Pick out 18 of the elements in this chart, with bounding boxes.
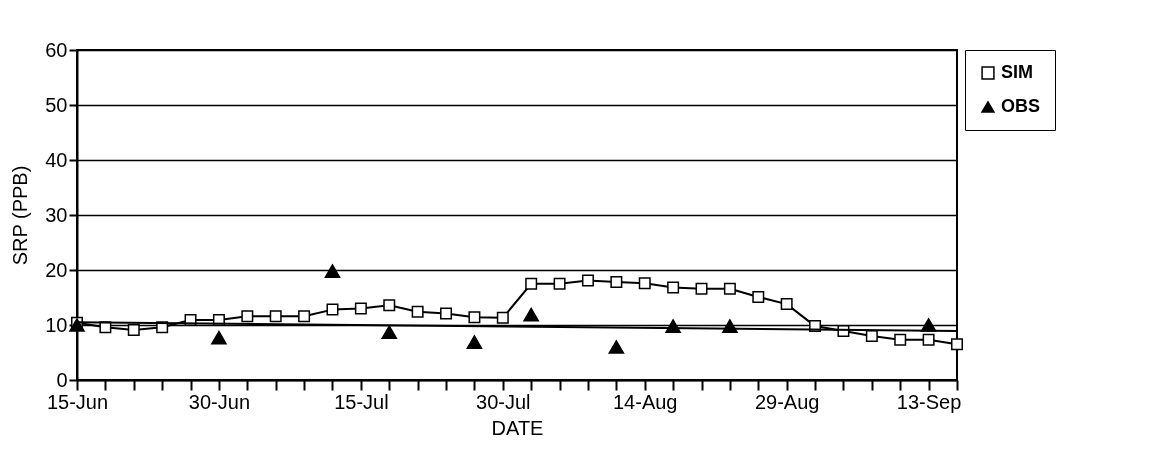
legend-label: OBS (1001, 96, 1041, 116)
y-tick-label: 10 (45, 313, 68, 336)
x-tick-label: 15-Jul (334, 390, 389, 413)
x-tick-label: 30-Jul (476, 390, 531, 413)
x-tick-label: 30-Jun (188, 390, 251, 413)
y-tick-label: 0 (56, 368, 68, 391)
legend-label: SIM (1001, 62, 1034, 82)
y-tick-label: 30 (45, 203, 68, 226)
y-tick-label: 60 (45, 38, 68, 61)
y-axis-title: SRP (PPB) (9, 165, 32, 266)
x-tick-label: 15-Jun (46, 390, 109, 413)
y-tick-label: 40 (45, 148, 68, 171)
x-tick-label: 13-Sep (896, 390, 962, 413)
y-tick-label: 50 (45, 93, 68, 116)
x-axis-title: DATE (491, 416, 544, 439)
y-tick-label: 20 (45, 258, 68, 281)
x-tick-label: 14-Aug (612, 390, 678, 413)
x-tick-label: 29-Aug (754, 390, 820, 413)
